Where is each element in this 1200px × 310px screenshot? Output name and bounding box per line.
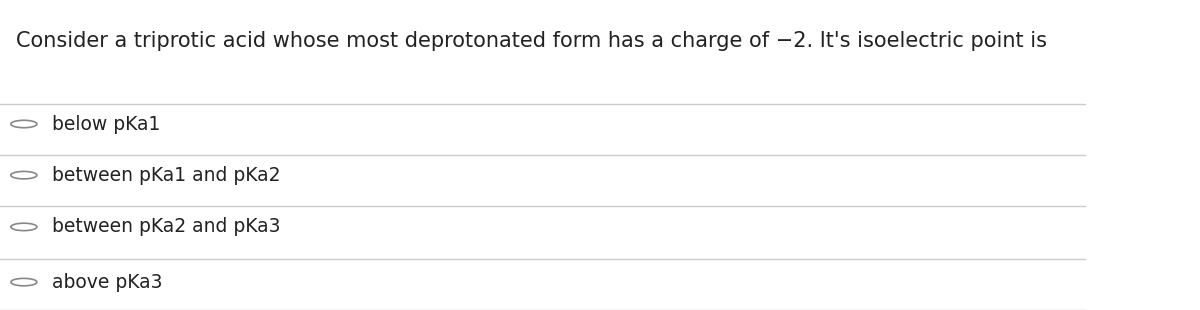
Text: Consider a triprotic acid whose most deprotonated form has a charge of −2. It's : Consider a triprotic acid whose most dep… [17,31,1048,51]
Text: between pKa1 and pKa2: between pKa1 and pKa2 [52,166,281,185]
Text: below pKa1: below pKa1 [52,114,161,134]
Text: above pKa3: above pKa3 [52,272,162,292]
Text: between pKa2 and pKa3: between pKa2 and pKa3 [52,217,281,237]
